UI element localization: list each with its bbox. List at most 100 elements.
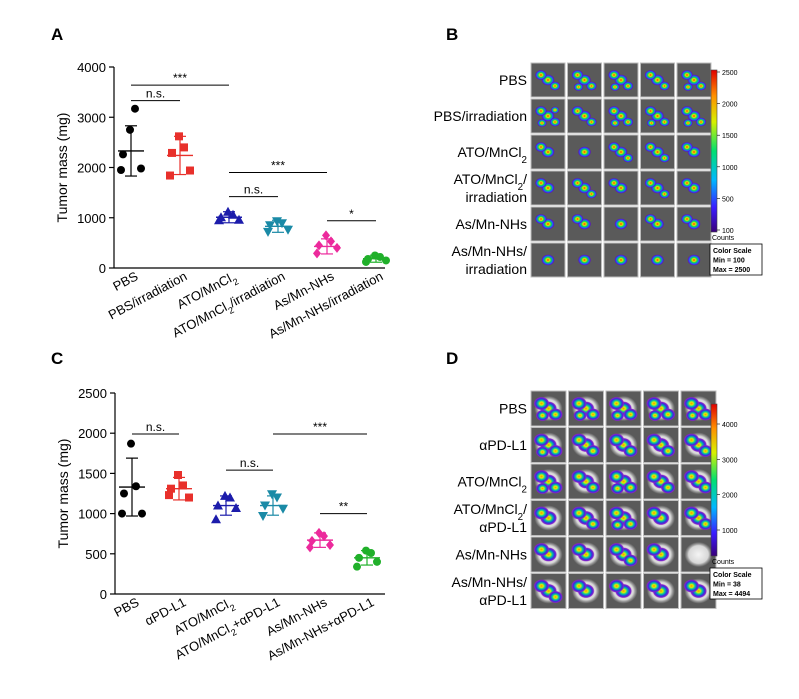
significance-label: *** <box>173 71 187 85</box>
significance-label: n.s. <box>244 183 263 197</box>
signal-spot <box>659 189 670 199</box>
signal-spot <box>695 117 707 127</box>
significance-label: *** <box>271 159 285 173</box>
signal-spot <box>646 579 662 593</box>
data-point <box>185 493 193 502</box>
image-tile <box>640 62 675 98</box>
row-label: PBS <box>499 401 527 417</box>
image-tile <box>530 242 566 278</box>
colorbar <box>710 69 718 233</box>
data-point <box>260 501 270 511</box>
signal-spot <box>644 69 657 81</box>
image-tile <box>603 206 639 242</box>
signal-spot <box>535 69 547 81</box>
image-tile <box>680 463 717 500</box>
group-2 <box>211 490 241 524</box>
signal-spot <box>549 81 561 91</box>
row-label: PBS/irradiation <box>434 108 527 124</box>
data-point <box>179 481 187 490</box>
image-tile <box>676 242 712 278</box>
signal-spot <box>698 517 713 531</box>
image-border <box>530 98 566 134</box>
image-border <box>603 170 639 206</box>
signal-spot <box>533 433 550 447</box>
signal-spot <box>571 69 584 81</box>
image-border <box>567 206 602 242</box>
colorbar-tick-label: 3000 <box>722 457 738 464</box>
image-tile <box>680 500 717 536</box>
signal-spot <box>644 177 657 189</box>
signal-spot <box>608 141 620 153</box>
signal-spot <box>585 481 601 494</box>
image-tile <box>568 463 604 500</box>
color-scale-text: Min = 100 <box>713 258 745 265</box>
signal-spot <box>659 81 670 91</box>
image-tile <box>643 427 679 463</box>
image-border <box>568 390 604 427</box>
x-tick-label-text: PBS <box>110 268 140 294</box>
signal-spot <box>533 396 550 411</box>
colorbar-tick-label: 100 <box>722 228 734 235</box>
signal-spot <box>578 254 591 266</box>
data-point <box>322 230 330 241</box>
image-tile <box>680 536 717 573</box>
group-1 <box>166 132 194 180</box>
data-point <box>376 252 384 261</box>
image-border <box>530 390 567 427</box>
row-label-subscript: 2 <box>518 182 523 193</box>
image-tile <box>568 390 604 427</box>
imaging-panel-b: PBSPBS/irradiationATO/MnCl2ATO/MnCl2/irr… <box>434 62 763 278</box>
signal-spot <box>698 444 713 458</box>
group-3 <box>263 217 293 237</box>
group-5 <box>353 546 381 571</box>
row-label-text: ATO/MnCl <box>458 474 522 490</box>
image-tile <box>568 500 604 536</box>
image-tile <box>567 98 602 134</box>
image-tile <box>643 390 679 427</box>
data-point <box>263 227 273 237</box>
row-label-suffix: / <box>523 501 527 517</box>
signal-spot <box>683 396 700 411</box>
row-label: As/Mn-NHs <box>455 547 527 563</box>
signal-spot <box>646 542 662 557</box>
signal-spot <box>537 119 547 127</box>
image-border <box>530 134 566 170</box>
image-border <box>603 98 639 134</box>
signal-spot <box>585 408 601 421</box>
signal-spot <box>533 506 550 520</box>
signal-spot <box>695 81 707 91</box>
data-point <box>117 166 125 175</box>
image-tile <box>640 98 675 134</box>
image-tile <box>640 242 675 278</box>
image-tile <box>603 98 639 134</box>
x-tick-label-subscript: 2 <box>228 602 237 613</box>
image-tile <box>530 390 567 427</box>
image-border <box>568 500 604 536</box>
color-scale-text: Max = 2500 <box>713 267 750 274</box>
row-label-text: αPD-L1 <box>479 437 527 453</box>
image-border <box>568 463 604 500</box>
signal-spot <box>608 105 620 117</box>
image-border <box>567 62 602 98</box>
signal-spot <box>608 396 625 411</box>
image-tile <box>640 170 675 206</box>
signal-spot <box>683 469 700 484</box>
image-tile <box>567 242 602 278</box>
row-label: irradiation <box>466 261 527 277</box>
image-tile <box>567 62 602 98</box>
signal-spot <box>698 481 713 494</box>
y-tick-label: 2000 <box>77 161 106 176</box>
signal-spot <box>608 542 625 557</box>
row-label-subscript: 2 <box>518 512 523 523</box>
panel-label-b: B <box>446 25 458 44</box>
colorbar-tick-label: 500 <box>722 196 734 203</box>
signal-spot <box>585 444 601 458</box>
color-scale-text: Color Scale <box>713 248 752 255</box>
data-point <box>265 221 275 231</box>
data-point <box>327 236 335 247</box>
data-point <box>119 150 127 159</box>
y-tick-label: 0 <box>99 261 106 276</box>
row-label-text: αPD-L1 <box>479 519 527 535</box>
image-tile <box>568 573 604 609</box>
